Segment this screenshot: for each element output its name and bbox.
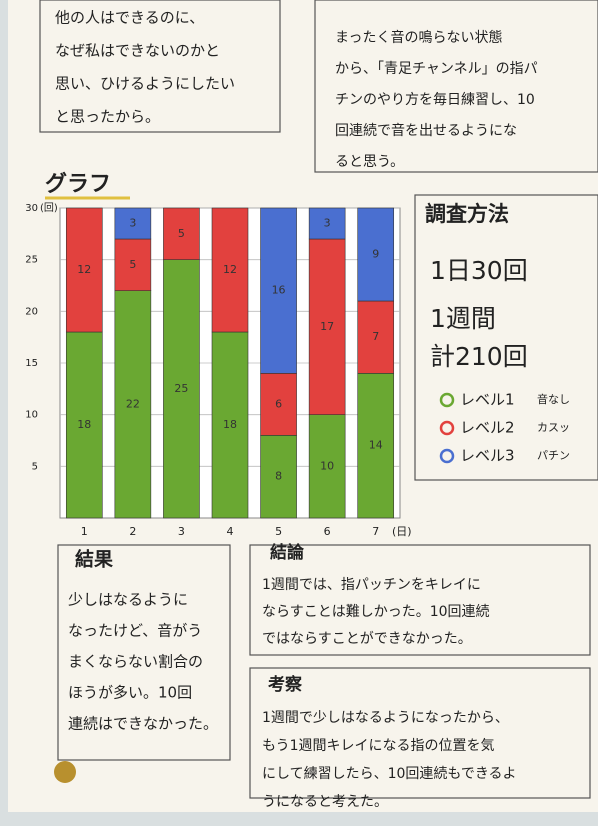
legend-note: カスッ: [537, 421, 570, 434]
text-line: 1週間で少しはなるようになったから、: [262, 710, 509, 726]
legend-label: レベル3: [460, 447, 515, 465]
text-line: 少しはなるように: [68, 591, 188, 609]
data-label: 5: [129, 258, 136, 271]
text-line: ると思う。: [335, 154, 404, 170]
data-label: 7: [372, 330, 379, 343]
data-label: 18: [77, 418, 91, 431]
poster: グラフ 調査方法 結果 結論 考察 他の人はできるのに、なぜ私はできないのかと思…: [0, 0, 598, 826]
data-label: 12: [77, 263, 91, 276]
result-title: 結果: [75, 548, 113, 571]
text-line: 他の人はできるのに、: [55, 9, 204, 27]
data-label: 8: [275, 470, 282, 483]
legend-label: レベル1: [460, 391, 515, 409]
x-tick-label: 5: [275, 525, 282, 538]
legend-note: パチン: [537, 449, 570, 462]
data-label: 25: [174, 382, 188, 395]
text-line: にして練習したら、10回連続もできるよ: [262, 765, 517, 782]
x-tick-label: 2: [129, 525, 136, 538]
legend-label: レベル2: [460, 419, 515, 437]
method-line: 1週間: [430, 304, 496, 333]
method-line: 計210回: [430, 342, 528, 371]
x-unit: (日): [392, 525, 412, 538]
data-label: 16: [272, 284, 286, 297]
y-tick-label: 25: [25, 255, 38, 266]
data-label: 14: [369, 439, 383, 452]
text-line: ならすことは難しかった。10回連続: [262, 603, 490, 620]
method-line: 1日30回: [430, 256, 528, 285]
y-tick-label: 10: [25, 410, 38, 421]
y-unit: (回): [40, 202, 58, 214]
consideration-title: 考察: [267, 674, 303, 695]
text-line: 1週間では、指パッチンをキレイに: [262, 577, 481, 593]
y-tick-label: 20: [25, 306, 38, 317]
data-label: 18: [223, 418, 237, 431]
chart-title: グラフ: [45, 171, 111, 197]
text-line: まったく音の鳴らない状態: [335, 29, 502, 46]
text-line: まくならない割合の: [68, 653, 203, 671]
conclusion-title: 結論: [270, 542, 305, 563]
method-title: 調査方法: [425, 202, 509, 226]
data-label: 10: [320, 459, 334, 472]
text-line: なぜ私はできないのかと: [55, 42, 220, 60]
data-label: 3: [129, 217, 136, 230]
data-label: 5: [178, 227, 185, 240]
data-label: 17: [320, 320, 334, 333]
x-tick-label: 1: [81, 525, 88, 538]
pin: [54, 761, 76, 783]
text-line: もう1週間キレイになる指の位置を気: [262, 738, 495, 754]
y-tick-label: 15: [25, 358, 38, 369]
y-tick-label: 5: [32, 461, 38, 472]
text-line: ほうが多い。10回: [68, 684, 192, 702]
text-line: 回連続で音を出せるようにな: [335, 122, 517, 139]
data-label: 9: [372, 248, 379, 261]
text-line: なったけど、音がう: [68, 622, 202, 640]
x-tick-label: 6: [324, 525, 331, 538]
text-line: うになると考えた。: [262, 794, 388, 810]
legend-note: 音なし: [537, 392, 570, 406]
x-tick-label: 7: [372, 525, 379, 538]
data-label: 3: [324, 217, 331, 230]
text-line: 連続はできなかった。: [68, 715, 218, 733]
x-tick-label: 4: [227, 525, 234, 538]
data-label: 12: [223, 263, 237, 276]
data-label: 22: [126, 397, 140, 410]
text-line: 思い、ひけるようにしたい: [55, 75, 235, 93]
y-tick-label: 30: [25, 203, 38, 214]
text-line: と思ったから。: [55, 108, 160, 126]
text-line: から、「青足チャンネル」の指パ: [335, 61, 538, 77]
text-line: ではならすことができなかった。: [262, 631, 472, 647]
x-tick-label: 3: [178, 525, 185, 538]
data-label: 6: [275, 397, 282, 410]
text-line: チンのやり方を毎日練習し、10: [335, 92, 535, 108]
